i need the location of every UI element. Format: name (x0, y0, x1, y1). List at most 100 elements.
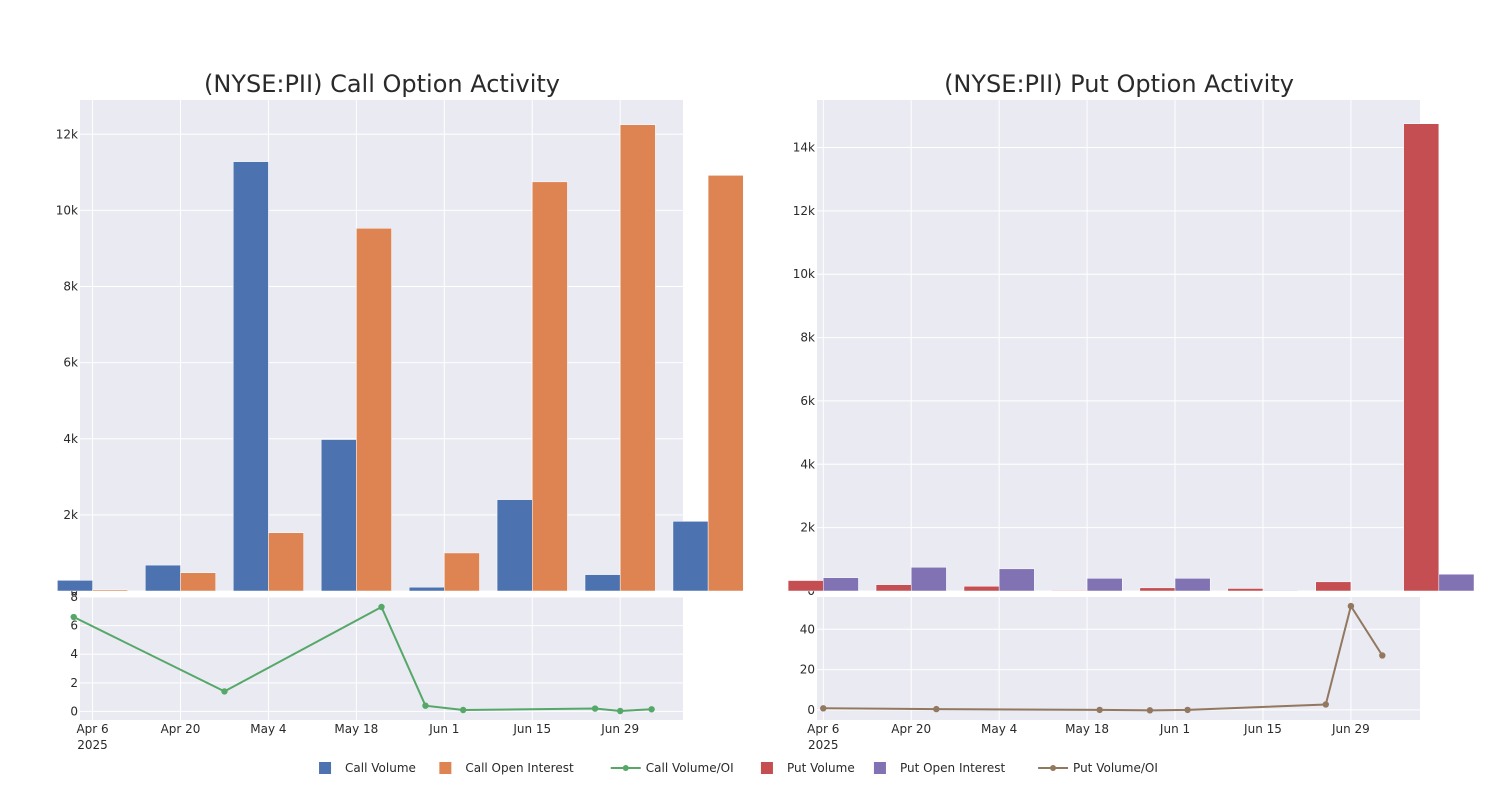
call-ratio-point (616, 707, 624, 715)
put-bar-y-tick-label: 8k (800, 331, 815, 345)
legend-swatch (873, 762, 886, 774)
call-bar-volume (320, 439, 357, 592)
call-bar-open-interest (532, 181, 568, 592)
call-ratio-y-tick-label: 2 (70, 676, 78, 690)
put-x-tick-label: May 4 (981, 722, 1017, 736)
call-ratio-point (70, 613, 77, 621)
call-ratio-plot-area (80, 597, 683, 720)
legend-marker (1050, 765, 1057, 771)
put-x-tick-sublabel: 2025 (808, 738, 839, 752)
call-bar-open-interest (707, 175, 744, 592)
call-x-tick-label: Apr 6 (76, 722, 108, 736)
call-x-tick-label: Jun 15 (512, 722, 551, 736)
call-ratio-point (591, 705, 599, 712)
put-x-tick-label: Jun 1 (1159, 722, 1190, 736)
put-bar-volume (963, 585, 1000, 592)
call-ratio-point (648, 706, 655, 713)
put-bar-volume (1315, 581, 1352, 592)
call-bar-y-tick-label: 6k (63, 356, 78, 370)
call-ratio-line (73, 605, 652, 712)
call-bar-y-tick-label: 8k (63, 280, 78, 294)
put-bar-y-tick-label: 4k (800, 457, 815, 471)
put-bar-open-interest (1086, 578, 1123, 592)
call-bar-y-tick-label: 12k (56, 127, 78, 141)
put-ratio-point (1146, 707, 1154, 714)
call-bar-volume (145, 564, 181, 592)
call-ratio-y-tick-label: 4 (70, 647, 78, 661)
put-x-tick-label: May 18 (1065, 722, 1109, 736)
call-ratio-point (422, 702, 429, 709)
put-ratio-point (1379, 652, 1386, 659)
call-ratio-point (378, 603, 385, 611)
call-bar-volume (57, 580, 93, 592)
call-bar-open-interest (180, 572, 216, 592)
put-bar-open-interest (823, 577, 859, 592)
call-bar-open-interest (619, 124, 656, 592)
put-bar-y-tick-label: 2k (800, 521, 815, 535)
call-option-chart: (NYSE:PII) Call Option Activity 0 2k 4k 6k 8… (56, 70, 744, 752)
legend-label: Call Volume (345, 761, 416, 775)
call-bar-y-tick-label: 2k (63, 508, 78, 522)
put-bar-plot-area (817, 100, 1420, 591)
put-ratio-point (1096, 706, 1103, 714)
put-bar-y-tick-label: 12k (793, 204, 815, 218)
call-x-tick-label: Jun 1 (428, 722, 459, 736)
put-x-tick-label: Apr 20 (891, 722, 931, 736)
put-bar-y-tick-label: 14k (793, 141, 815, 155)
put-bar-volume (1403, 123, 1440, 592)
call-ratio-point (221, 688, 228, 695)
legend-label: Put Volume/OI (1073, 761, 1158, 775)
put-ratio-point (1184, 706, 1191, 714)
put-bar-volume (875, 584, 912, 592)
call-bar-open-interest (92, 589, 128, 592)
legend-swatch (319, 762, 332, 774)
call-bar-open-interest (356, 228, 392, 592)
put-chart-title: (NYSE:PII) Put Option Activity (944, 70, 1294, 98)
put-bar-y-tick-label: 6k (800, 394, 815, 408)
put-bar-volume (1051, 590, 1088, 592)
legend-label: Call Open Interest (465, 761, 574, 775)
legend: Call Volume Call Open Interest Call Volume… (319, 761, 1158, 775)
put-ratio-point (820, 705, 827, 712)
call-ratio-y-tick-label: 8 (70, 590, 78, 604)
put-option-chart: (NYSE:PII) Put Option Activity 0 2k 4k 6k 8k… (787, 70, 1475, 752)
put-bar-volume (1139, 587, 1176, 592)
call-bar-volume (233, 161, 269, 592)
call-bar-open-interest (268, 532, 304, 592)
call-ratio-y-tick-label: 6 (70, 619, 78, 633)
put-ratio-point (1322, 701, 1329, 708)
call-bar-volume (408, 586, 445, 592)
call-bar-y-tick-label: 10k (56, 203, 78, 217)
call-x-tick-label: Apr 20 (161, 722, 201, 736)
put-ratio-y-tick-label: 20 (800, 663, 815, 677)
put-bar-open-interest (998, 568, 1035, 592)
put-bar-volume (787, 580, 824, 592)
legend-label: Call Volume/OI (646, 761, 734, 775)
put-x-tick-label: Jun 29 (1331, 722, 1370, 736)
legend-label: Put Open Interest (900, 761, 1006, 775)
call-x-tick-label: May 4 (250, 722, 286, 736)
legend-marker (622, 765, 629, 771)
call-bar-y-tick-label: 4k (63, 432, 78, 446)
put-ratio-line (823, 603, 1384, 712)
put-ratio-y-tick-label: 40 (800, 622, 815, 636)
put-bar-open-interest (1174, 578, 1211, 592)
put-x-tick-label: Jun 15 (1243, 722, 1282, 736)
call-bar-open-interest (444, 552, 480, 592)
put-x-tick-label: Apr 6 (807, 722, 839, 736)
put-bar-open-interest (910, 566, 947, 592)
put-bar-volume (1227, 588, 1264, 592)
put-ratio-point (933, 705, 940, 713)
call-bar-volume (672, 521, 709, 592)
call-x-tick-sublabel: 2025 (77, 738, 108, 752)
call-ratio-y-tick-label: 0 (70, 704, 78, 718)
call-bar-volume (496, 499, 533, 592)
put-bar-open-interest (1262, 590, 1299, 592)
call-chart-title: (NYSE:PII) Call Option Activity (204, 70, 560, 98)
legend-swatch (439, 762, 452, 774)
call-x-tick-label: Jun 29 (600, 722, 639, 736)
put-ratio-plot-area (817, 597, 1420, 720)
call-x-tick-label: May 18 (334, 722, 378, 736)
put-ratio-y-tick-label: 0 (807, 703, 815, 717)
